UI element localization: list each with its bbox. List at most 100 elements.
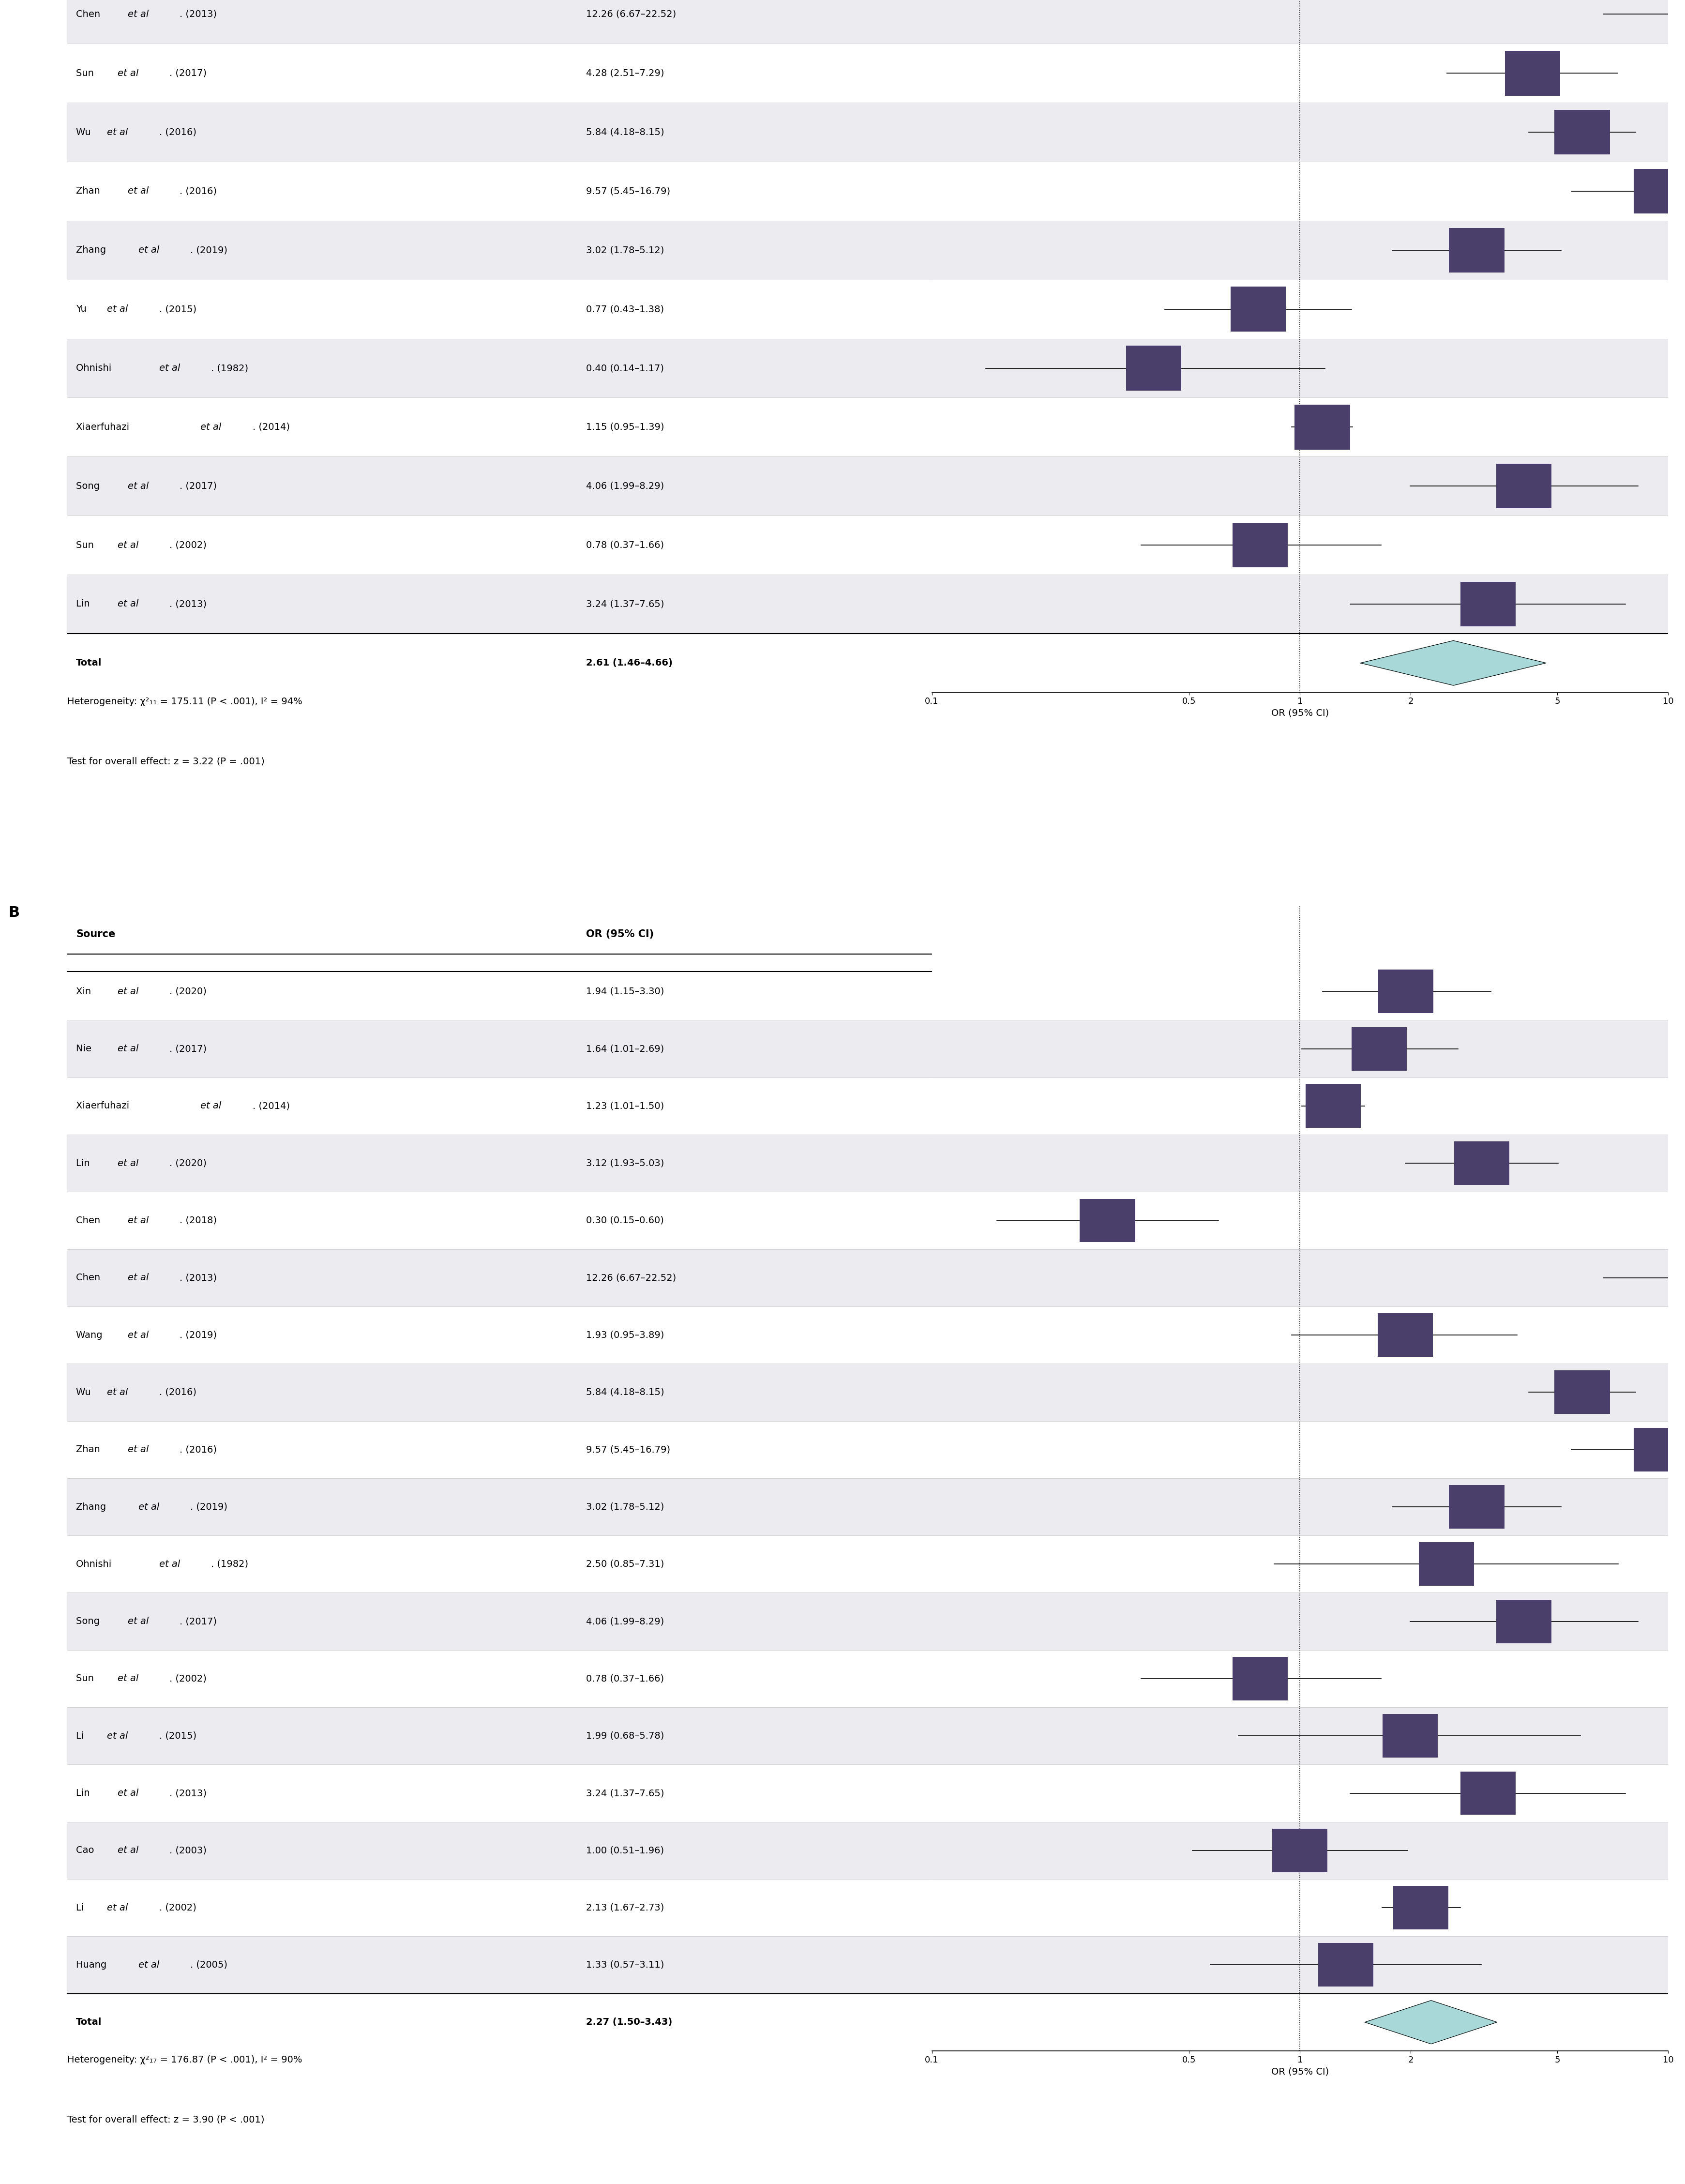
Text: et al: et al [128,1273,148,1282]
Bar [932,1592,1668,1649]
Bar [932,515,1668,574]
Bar [1673,1256,1685,1299]
Bar [1378,1313,1432,1356]
Text: 3.24 (1.37–7.65): 3.24 (1.37–7.65) [586,1789,664,1797]
Bar [67,221,932,280]
Text: et al: et al [108,1387,128,1398]
Bar [932,1192,1668,1249]
Text: . (2013): . (2013) [180,9,217,20]
Bar [1505,50,1560,96]
Bar [1633,1428,1685,1472]
Text: . (2002): . (2002) [158,1902,195,1913]
Polygon shape [1360,640,1547,686]
Polygon shape [1365,2001,1496,2044]
Bar [932,1994,1668,2051]
Text: et al: et al [138,1503,158,1511]
Text: et al: et al [118,68,138,79]
Text: . (2015): . (2015) [158,1732,197,1741]
Bar [67,515,932,574]
Text: . (2020): . (2020) [170,1160,207,1168]
Bar [67,1192,932,1249]
Text: et al: et al [118,1789,138,1797]
Text: Yu: Yu [76,304,89,314]
Text: Xiaerfuhazi: Xiaerfuhazi [76,422,133,432]
Text: et al: et al [118,1160,138,1168]
Text: . (2013): . (2013) [170,1789,207,1797]
Text: et al: et al [201,422,221,432]
Text: 1.93 (0.95–3.89): 1.93 (0.95–3.89) [586,1330,664,1339]
Bar [1673,0,1685,37]
Text: . (2017): . (2017) [180,480,217,491]
Bar [67,1878,932,1937]
Text: . (1982): . (1982) [211,363,248,373]
Text: 1.23 (1.01–1.50): 1.23 (1.01–1.50) [586,1101,664,1112]
Text: 4.28 (2.51–7.29): 4.28 (2.51–7.29) [586,68,664,79]
Text: et al: et al [118,1673,138,1684]
Text: . (2013): . (2013) [180,1273,217,1282]
Text: et al: et al [108,1902,128,1913]
Text: Sun: Sun [76,539,98,550]
Text: Xiaerfuhazi: Xiaerfuhazi [76,1101,133,1112]
Text: . (2019): . (2019) [180,1330,217,1339]
Bar [932,574,1668,633]
Text: . (2003): . (2003) [170,1845,207,1854]
Bar [1318,1944,1373,1987]
Bar [67,1649,932,1708]
Text: Ohnishi: Ohnishi [76,1559,115,1568]
Bar [67,633,932,692]
Bar [1633,168,1685,214]
Text: 2.13 (1.67–2.73): 2.13 (1.67–2.73) [586,1902,664,1913]
Bar [67,397,932,456]
Bar [1461,581,1515,627]
X-axis label: OR (95% CI): OR (95% CI) [1270,708,1329,719]
Text: Test for overall effect: z = 3.90 (P < .001): Test for overall effect: z = 3.90 (P < .… [67,2114,265,2125]
Text: et al: et al [108,1732,128,1741]
Text: . (2016): . (2016) [158,127,195,138]
Text: 0.78 (0.37–1.66): 0.78 (0.37–1.66) [586,1673,664,1684]
Text: . (2005): . (2005) [190,1961,227,1970]
Text: Li: Li [76,1902,88,1913]
Text: et al: et al [128,9,148,20]
Bar [1496,1599,1552,1642]
Bar [932,1306,1668,1363]
Bar [932,1363,1668,1422]
Text: Ohnishi: Ohnishi [76,363,115,373]
Text: Test for overall effect: z = 3.22 (P = .001): Test for overall effect: z = 3.22 (P = .… [67,758,265,767]
Bar [932,1535,1668,1592]
Text: 4.06 (1.99–8.29): 4.06 (1.99–8.29) [586,1616,664,1625]
Text: . (2016): . (2016) [180,186,217,197]
Text: Heterogeneity: χ²₁₁ = 175.11 (P < .001), I² = 94%: Heterogeneity: χ²₁₁ = 175.11 (P < .001),… [67,697,303,705]
Bar [67,280,932,339]
Bar [932,1479,1668,1535]
Text: 5.84 (4.18–8.15): 5.84 (4.18–8.15) [586,1387,664,1398]
Text: Xin: Xin [76,987,94,996]
Bar [1496,463,1552,509]
Text: et al: et al [128,186,148,197]
Text: 1.99 (0.68–5.78): 1.99 (0.68–5.78) [586,1732,664,1741]
Text: et al: et al [128,1216,148,1225]
Bar [67,1422,932,1479]
Text: OR (95% CI): OR (95% CI) [586,930,654,939]
Bar [67,1306,932,1363]
Text: et al: et al [128,1330,148,1339]
Bar [67,44,932,103]
Text: 9.57 (5.45–16.79): 9.57 (5.45–16.79) [586,186,671,197]
Text: 12.26 (6.67–22.52): 12.26 (6.67–22.52) [586,9,676,20]
Bar [932,1422,1668,1479]
Bar [932,397,1668,456]
Bar [1294,404,1350,450]
Bar [67,339,932,397]
Text: Wu: Wu [76,1387,94,1398]
Text: Cao: Cao [76,1845,98,1854]
Text: et al: et al [118,1044,138,1053]
Text: Heterogeneity: χ²₁₇ = 176.87 (P < .001), I² = 90%: Heterogeneity: χ²₁₇ = 176.87 (P < .001),… [67,2055,302,2064]
Bar [932,339,1668,397]
Bar [1419,1542,1474,1586]
Text: Source: Source [76,930,115,939]
Bar [932,280,1668,339]
Text: B: B [8,906,20,919]
Text: et al: et al [118,1845,138,1854]
Bar [1080,1199,1136,1243]
Text: 1.00 (0.51–1.96): 1.00 (0.51–1.96) [586,1845,664,1854]
Text: . (2002): . (2002) [170,539,207,550]
